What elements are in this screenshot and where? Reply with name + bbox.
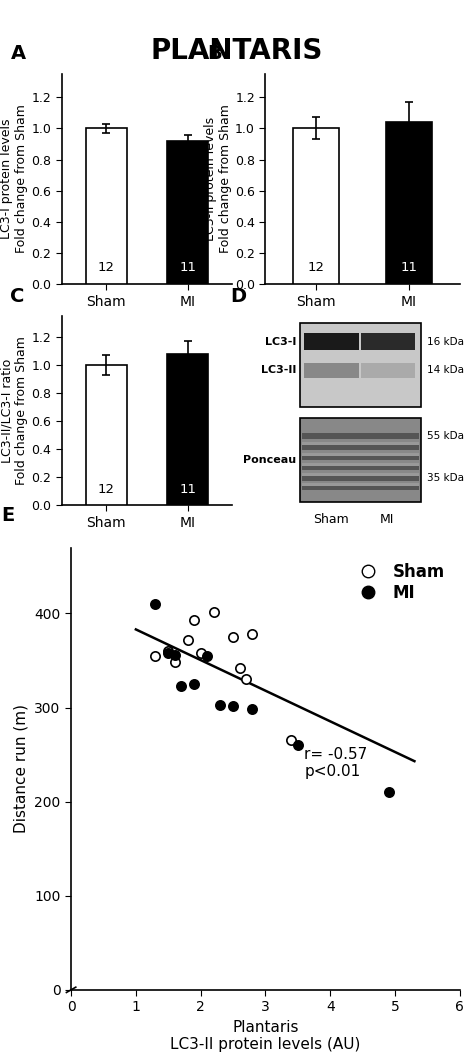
Bar — [302, 463, 419, 465]
Bar — [302, 484, 419, 490]
Text: 12: 12 — [98, 261, 115, 274]
Bar — [386, 122, 432, 284]
Bar — [302, 433, 419, 439]
Text: r= -0.57
p<0.01: r= -0.57 p<0.01 — [304, 747, 367, 779]
Point — [249, 625, 256, 642]
Point — [191, 676, 198, 693]
Bar — [302, 483, 419, 485]
Point — [164, 644, 172, 661]
Point — [236, 659, 243, 676]
Text: LC3-I: LC3-I — [265, 337, 297, 346]
Bar — [301, 323, 421, 406]
Point — [210, 603, 218, 620]
Point — [184, 632, 191, 649]
Text: Ponceau: Ponceau — [244, 455, 297, 465]
Y-axis label: LC3-I protein levels
Fold change from Sham: LC3-I protein levels Fold change from Sh… — [0, 104, 28, 254]
Point — [152, 596, 159, 613]
Text: 12: 12 — [98, 483, 115, 496]
Bar — [302, 453, 419, 456]
Text: D: D — [230, 287, 246, 306]
Point — [203, 648, 211, 664]
Bar — [86, 365, 127, 505]
Legend: Sham, MI: Sham, MI — [344, 556, 451, 609]
Bar — [301, 418, 421, 501]
Point — [229, 697, 237, 714]
Point — [171, 647, 179, 663]
Point — [249, 701, 256, 718]
Text: 11: 11 — [179, 483, 196, 496]
Text: 35 kDa: 35 kDa — [427, 473, 464, 483]
Bar — [302, 442, 419, 445]
Text: A: A — [10, 44, 26, 63]
Y-axis label: LC3-II protein levels
Fold change from Sham: LC3-II protein levels Fold change from S… — [204, 104, 232, 254]
Bar — [167, 141, 208, 284]
Text: LC3-II: LC3-II — [261, 365, 297, 375]
Point — [171, 654, 179, 671]
Y-axis label: Distance run (m): Distance run (m) — [14, 704, 29, 833]
Bar — [167, 354, 208, 505]
Point — [177, 677, 185, 694]
Point — [229, 629, 237, 645]
Bar — [304, 362, 358, 378]
Point — [216, 696, 224, 713]
Bar — [302, 475, 419, 481]
Text: 55 kDa: 55 kDa — [427, 431, 464, 441]
Bar — [86, 128, 127, 284]
Text: Sham: Sham — [313, 513, 348, 526]
Text: 12: 12 — [308, 261, 325, 274]
Bar — [361, 362, 415, 378]
Point — [197, 644, 204, 661]
Bar — [304, 334, 358, 351]
Point — [242, 671, 250, 688]
Bar — [361, 334, 415, 351]
Bar — [293, 128, 339, 284]
Text: MI: MI — [380, 513, 394, 526]
Text: 11: 11 — [401, 261, 418, 274]
Bar — [302, 473, 419, 476]
Y-axis label: LC3-II/LC3-I ratio
Fold change from Sham: LC3-II/LC3-I ratio Fold change from Sham — [0, 336, 28, 485]
Bar — [302, 464, 419, 470]
Point — [288, 732, 295, 749]
Bar — [302, 444, 419, 450]
Text: B: B — [207, 44, 222, 63]
X-axis label: Plantaris
LC3-II protein levels (AU): Plantaris LC3-II protein levels (AU) — [170, 1019, 361, 1052]
Text: E: E — [1, 506, 14, 525]
Point — [385, 783, 392, 800]
Text: 11: 11 — [179, 261, 196, 274]
Point — [294, 737, 301, 754]
Point — [152, 648, 159, 664]
Point — [191, 612, 198, 629]
Text: C: C — [10, 287, 25, 306]
Bar — [302, 454, 419, 460]
Text: 16 kDa: 16 kDa — [427, 337, 464, 346]
Text: 14 kDa: 14 kDa — [427, 365, 464, 375]
Point — [164, 642, 172, 659]
Text: PLANTARIS: PLANTARIS — [151, 37, 323, 65]
